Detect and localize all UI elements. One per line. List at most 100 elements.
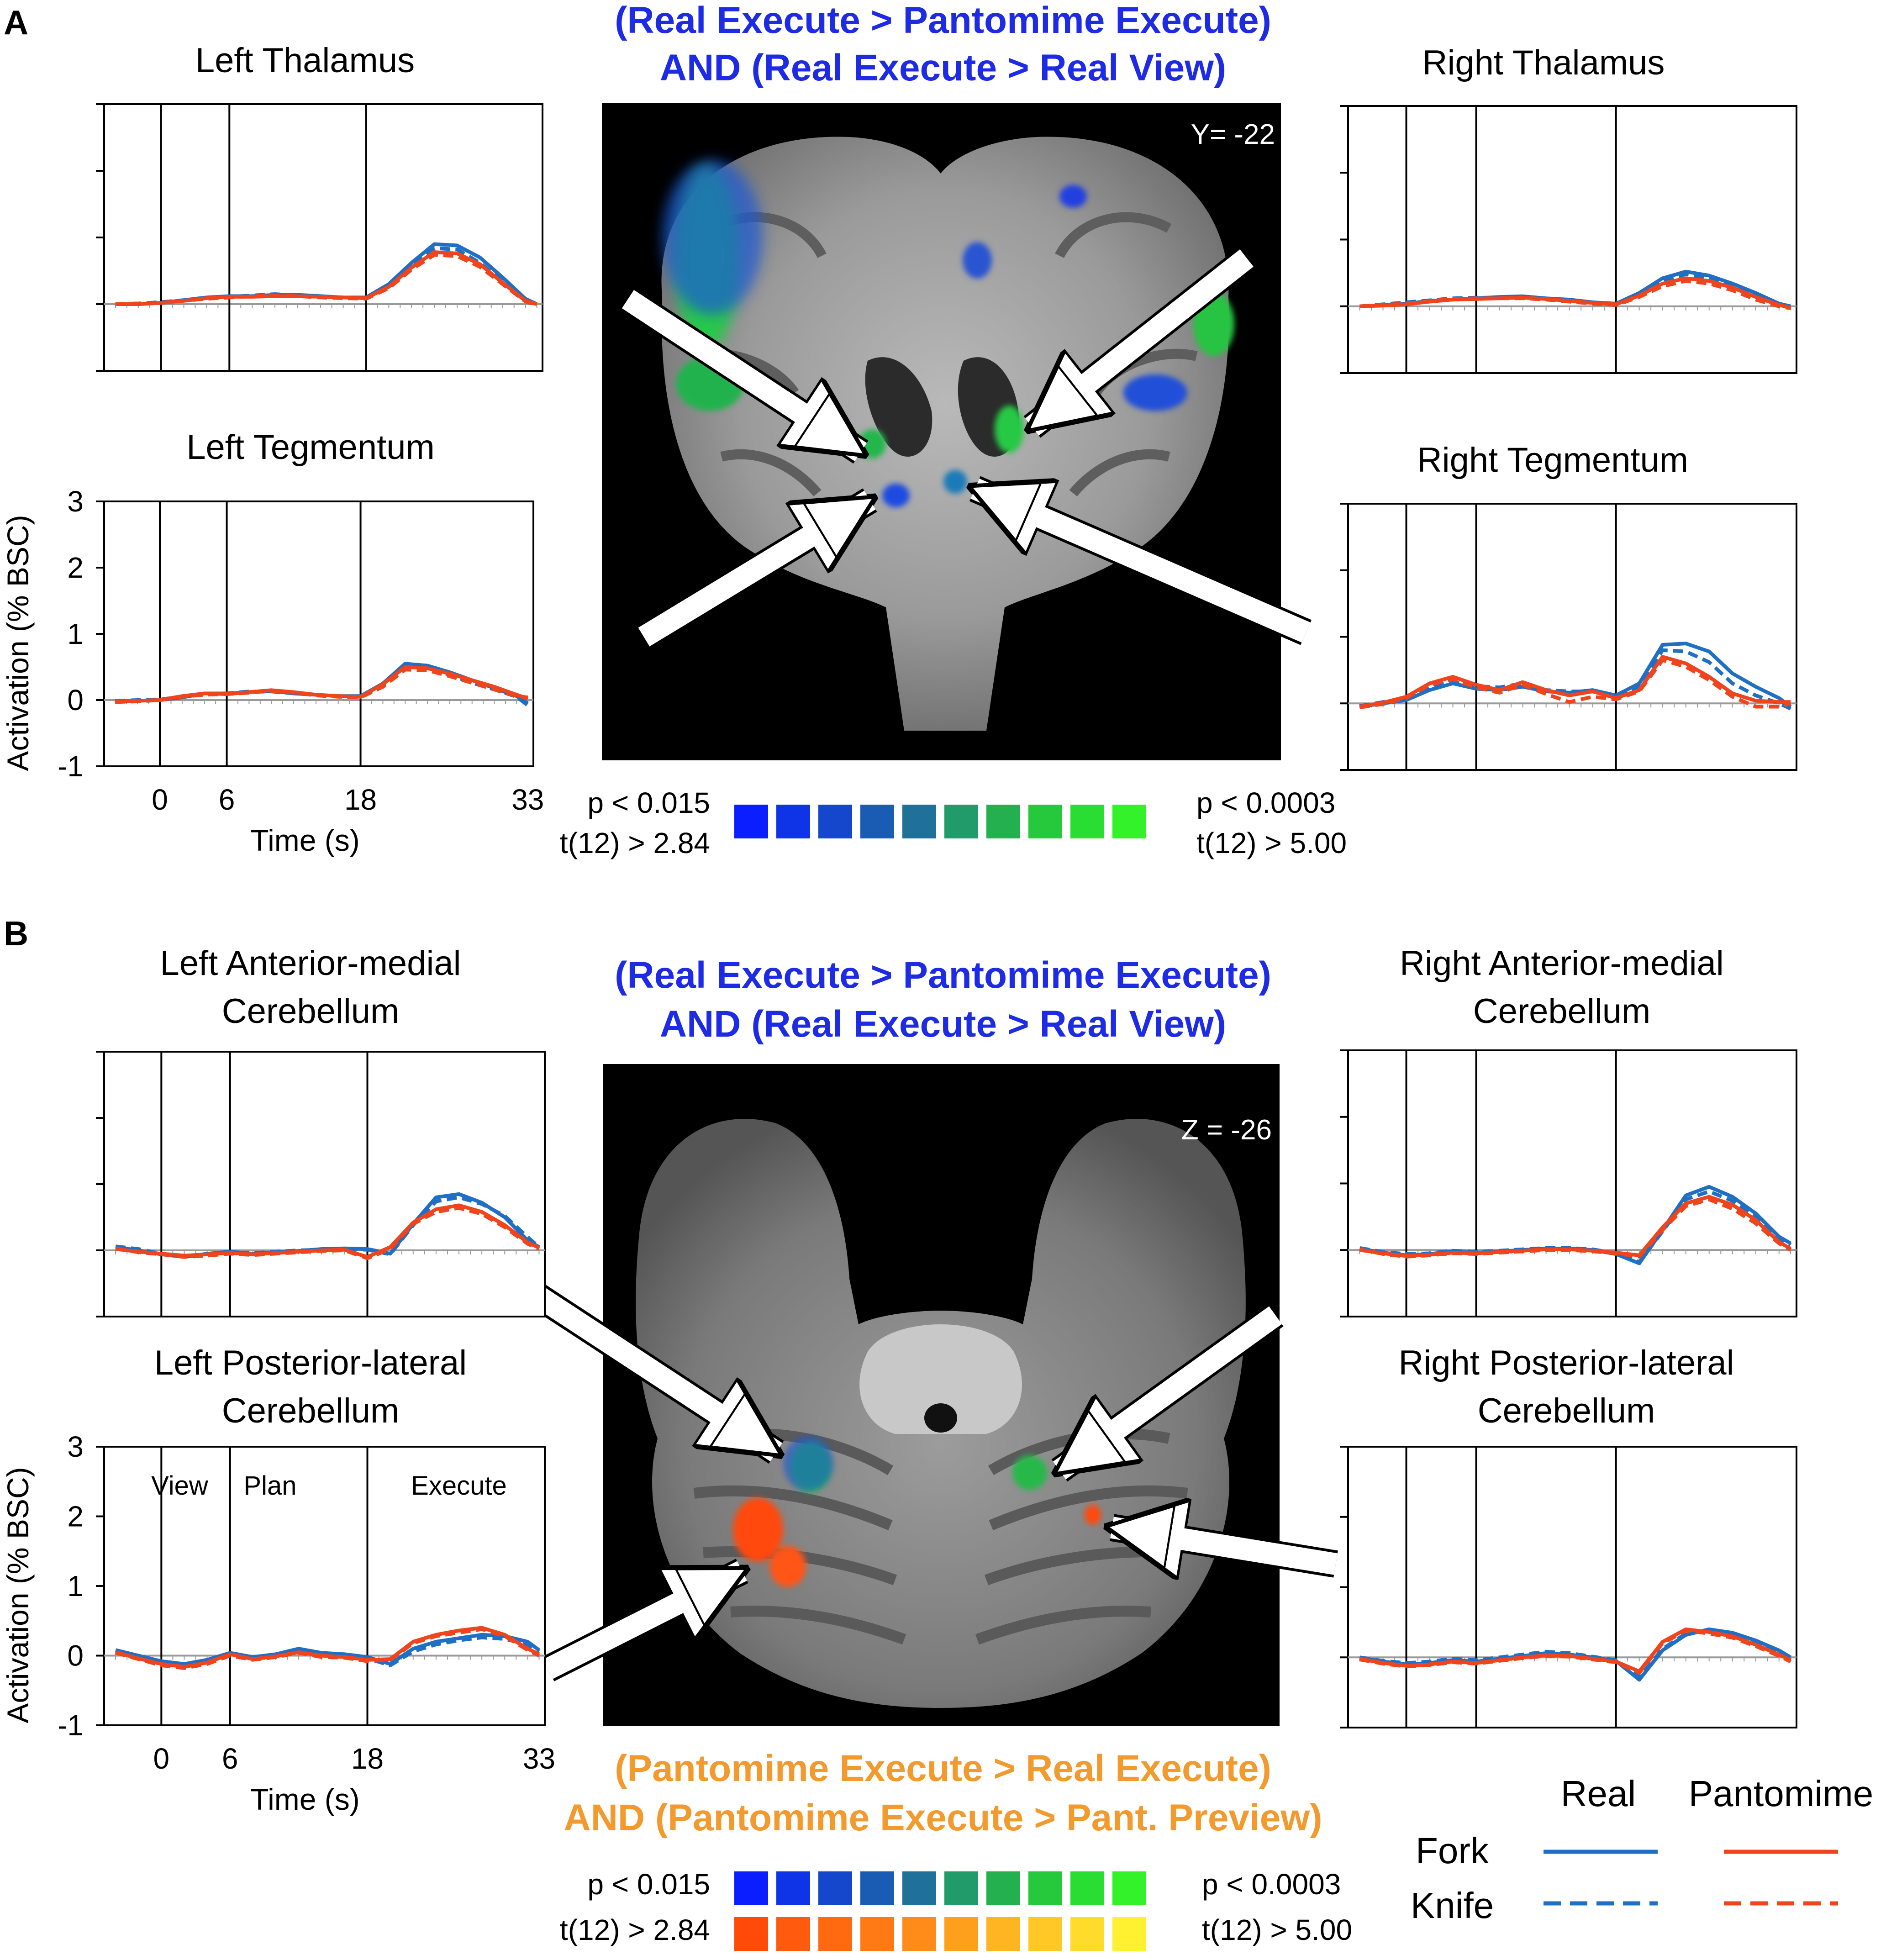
colorbar-b-blue-swatch-4 [902,1871,936,1905]
colorbar-a-swatch-2 [818,805,852,838]
y-tick-label: 1 [67,617,84,650]
contrast-title-a-line1: (Real Execute > Pantomime Execute) [615,0,1271,41]
colorbar-b-blue-swatch-1 [776,1871,810,1905]
colorbar-a-swatch-6 [986,805,1020,838]
colorbar-b-orange-swatch-7 [1028,1917,1062,1951]
y-axis-label: Activation (% BSC) [1,515,35,771]
panel-label-a: A [4,3,28,42]
slice-coordinate-a: Y= -22 [1191,119,1275,150]
y-axis-label: Activation (% BSC) [1,1467,35,1723]
series-real-knife [1359,648,1791,711]
y-tick-label: 2 [67,551,84,584]
series-pantomime-knife [115,1627,540,1670]
contrast-title-b-orange-line1: (Pantomime Execute > Real Execute) [615,1748,1271,1789]
stat-low-p-a: p < 0.015 [587,786,710,819]
y-tick-label: -1 [58,750,84,783]
chart-title-6-0: Right Anterior-medial [1400,944,1724,983]
colorbar-b-orange-swatch-0 [734,1917,768,1951]
chart-title-7-1: Cerebellum [1478,1391,1655,1430]
slice-coordinate-b: Z = -26 [1181,1114,1272,1146]
colorbar-b-blue-swatch-8 [1070,1871,1104,1905]
legend: Real Pantomime Fork Knife [1411,1773,1873,1926]
y-tick-label: 0 [67,684,84,717]
chart-4: Left Anterior-medial Cerebellum [96,944,546,1317]
chart-0: Left Thalamus [96,41,543,372]
y-tick-label: 0 [67,1639,84,1672]
contrast-title-a-line2: AND (Real Execute > Real View) [660,47,1226,89]
chart-frame [1347,1049,1797,1317]
chart-title-2-0: Right Thalamus [1422,43,1665,82]
colorbar-b-orange-swatch-1 [776,1917,810,1951]
colorbar-b-blue-swatch-9 [1112,1871,1146,1905]
chart-title-5-1: Cerebellum [222,1391,400,1430]
colorbar-b-orange-swatch-8 [1070,1917,1104,1951]
series-pantomime-knife [1359,1628,1791,1675]
colorbar-b-orange-swatch-6 [986,1917,1020,1951]
series-pantomime-knife [115,668,528,704]
stat-high-t-b: t(12) > 5.00 [1202,1913,1352,1946]
series-pantomime-knife [115,1206,540,1260]
chart-frame [1347,503,1797,771]
colorbar-a-swatch-7 [1028,805,1062,838]
series-pantomime-knife [115,253,537,307]
phase-label-0: View [151,1471,209,1501]
colorbar-a-swatch-0 [734,805,768,838]
brain-slice-b: Z = -26 [530,1064,1338,1726]
chart-frame [103,103,543,372]
legend-row-fork: Fork [1416,1830,1489,1871]
stat-low-t-a: t(12) > 2.84 [560,827,710,859]
x-tick-label: 33 [511,783,544,816]
colorbar-b-blue-swatch-0 [734,1871,768,1905]
series-real-knife [1359,1628,1792,1679]
chart-5: Left Posterior-lateral Cerebellum View Plan… [1,1344,555,1816]
colorbar-b-orange-swatch-3 [860,1917,894,1951]
contrast-title-b-line2: AND (Real Execute > Real View) [660,1003,1226,1045]
colorbar-b-orange-swatch-2 [818,1917,852,1951]
x-tick-label: 33 [523,1742,555,1775]
stat-high-t-a: t(12) > 5.00 [1196,827,1347,859]
contrast-title-b-line1: (Real Execute > Pantomime Execute) [615,954,1271,996]
x-tick-label: 0 [152,783,168,816]
colorbar-a [734,805,1146,838]
chart-2: Right Thalamus [1340,43,1797,374]
colorbar-b-blue-swatch-2 [818,1871,852,1905]
x-tick-label: 18 [344,783,377,816]
colorbar-a-swatch-1 [776,805,810,838]
phase-label-2: Execute [411,1471,507,1501]
stat-high-p-b: p < 0.0003 [1202,1868,1341,1901]
y-tick-label: 3 [67,485,84,518]
legend-col-pantomime: Pantomime [1689,1773,1874,1814]
chart-1: Left Tegmentum 3 2 1 0 -1 0 6 18 33 Time (s) Activa… [1,428,544,857]
stat-low-p-b: p < 0.015 [587,1868,710,1901]
colorbar-a-swatch-8 [1070,805,1104,838]
chart-frame [103,1051,546,1317]
colorbar-b-orange-swatch-5 [944,1917,978,1951]
chart-frame [103,501,534,767]
colorbar-b-blue-swatch-7 [1028,1871,1062,1905]
chart-6: Right Anterior-medial Cerebellum [1340,944,1797,1317]
x-tick-label: 0 [153,1742,170,1775]
colorbar-b-blue-swatch-6 [986,1871,1020,1905]
x-tick-label: 6 [219,783,235,816]
colorbar-a-swatch-5 [944,805,978,838]
chart-title-6-1: Cerebellum [1473,992,1651,1031]
colorbar-a-swatch-4 [902,805,936,838]
colorbar-b-blue-swatch-3 [860,1871,894,1905]
timecourse-charts: Left Thalamus Left Tegmentum 3 2 1 0 -1 0 6 18 33 T… [1,41,1797,1816]
x-axis-label: Time (s) [250,823,360,857]
chart-title-3-0: Right Tegmentum [1417,441,1688,479]
phase-label-1: Plan [243,1471,296,1501]
series-pantomime-knife [1359,279,1791,311]
panel-label-b: B [4,914,28,953]
y-tick-label: -1 [58,1709,84,1742]
colorbar-a-swatch-9 [1112,805,1146,838]
series-pantomime-knife [1359,1197,1792,1259]
chart-title-4-1: Cerebellum [222,992,400,1031]
x-axis-label: Time (s) [250,1782,360,1816]
legend-row-knife: Knife [1411,1885,1494,1926]
colorbar-b-blue-swatch-5 [944,1871,978,1905]
chart-title-5-0: Left Posterior-lateral [154,1344,467,1382]
chart-title-1-0: Left Tegmentum [186,428,435,467]
y-tick-label: 1 [67,1570,84,1602]
